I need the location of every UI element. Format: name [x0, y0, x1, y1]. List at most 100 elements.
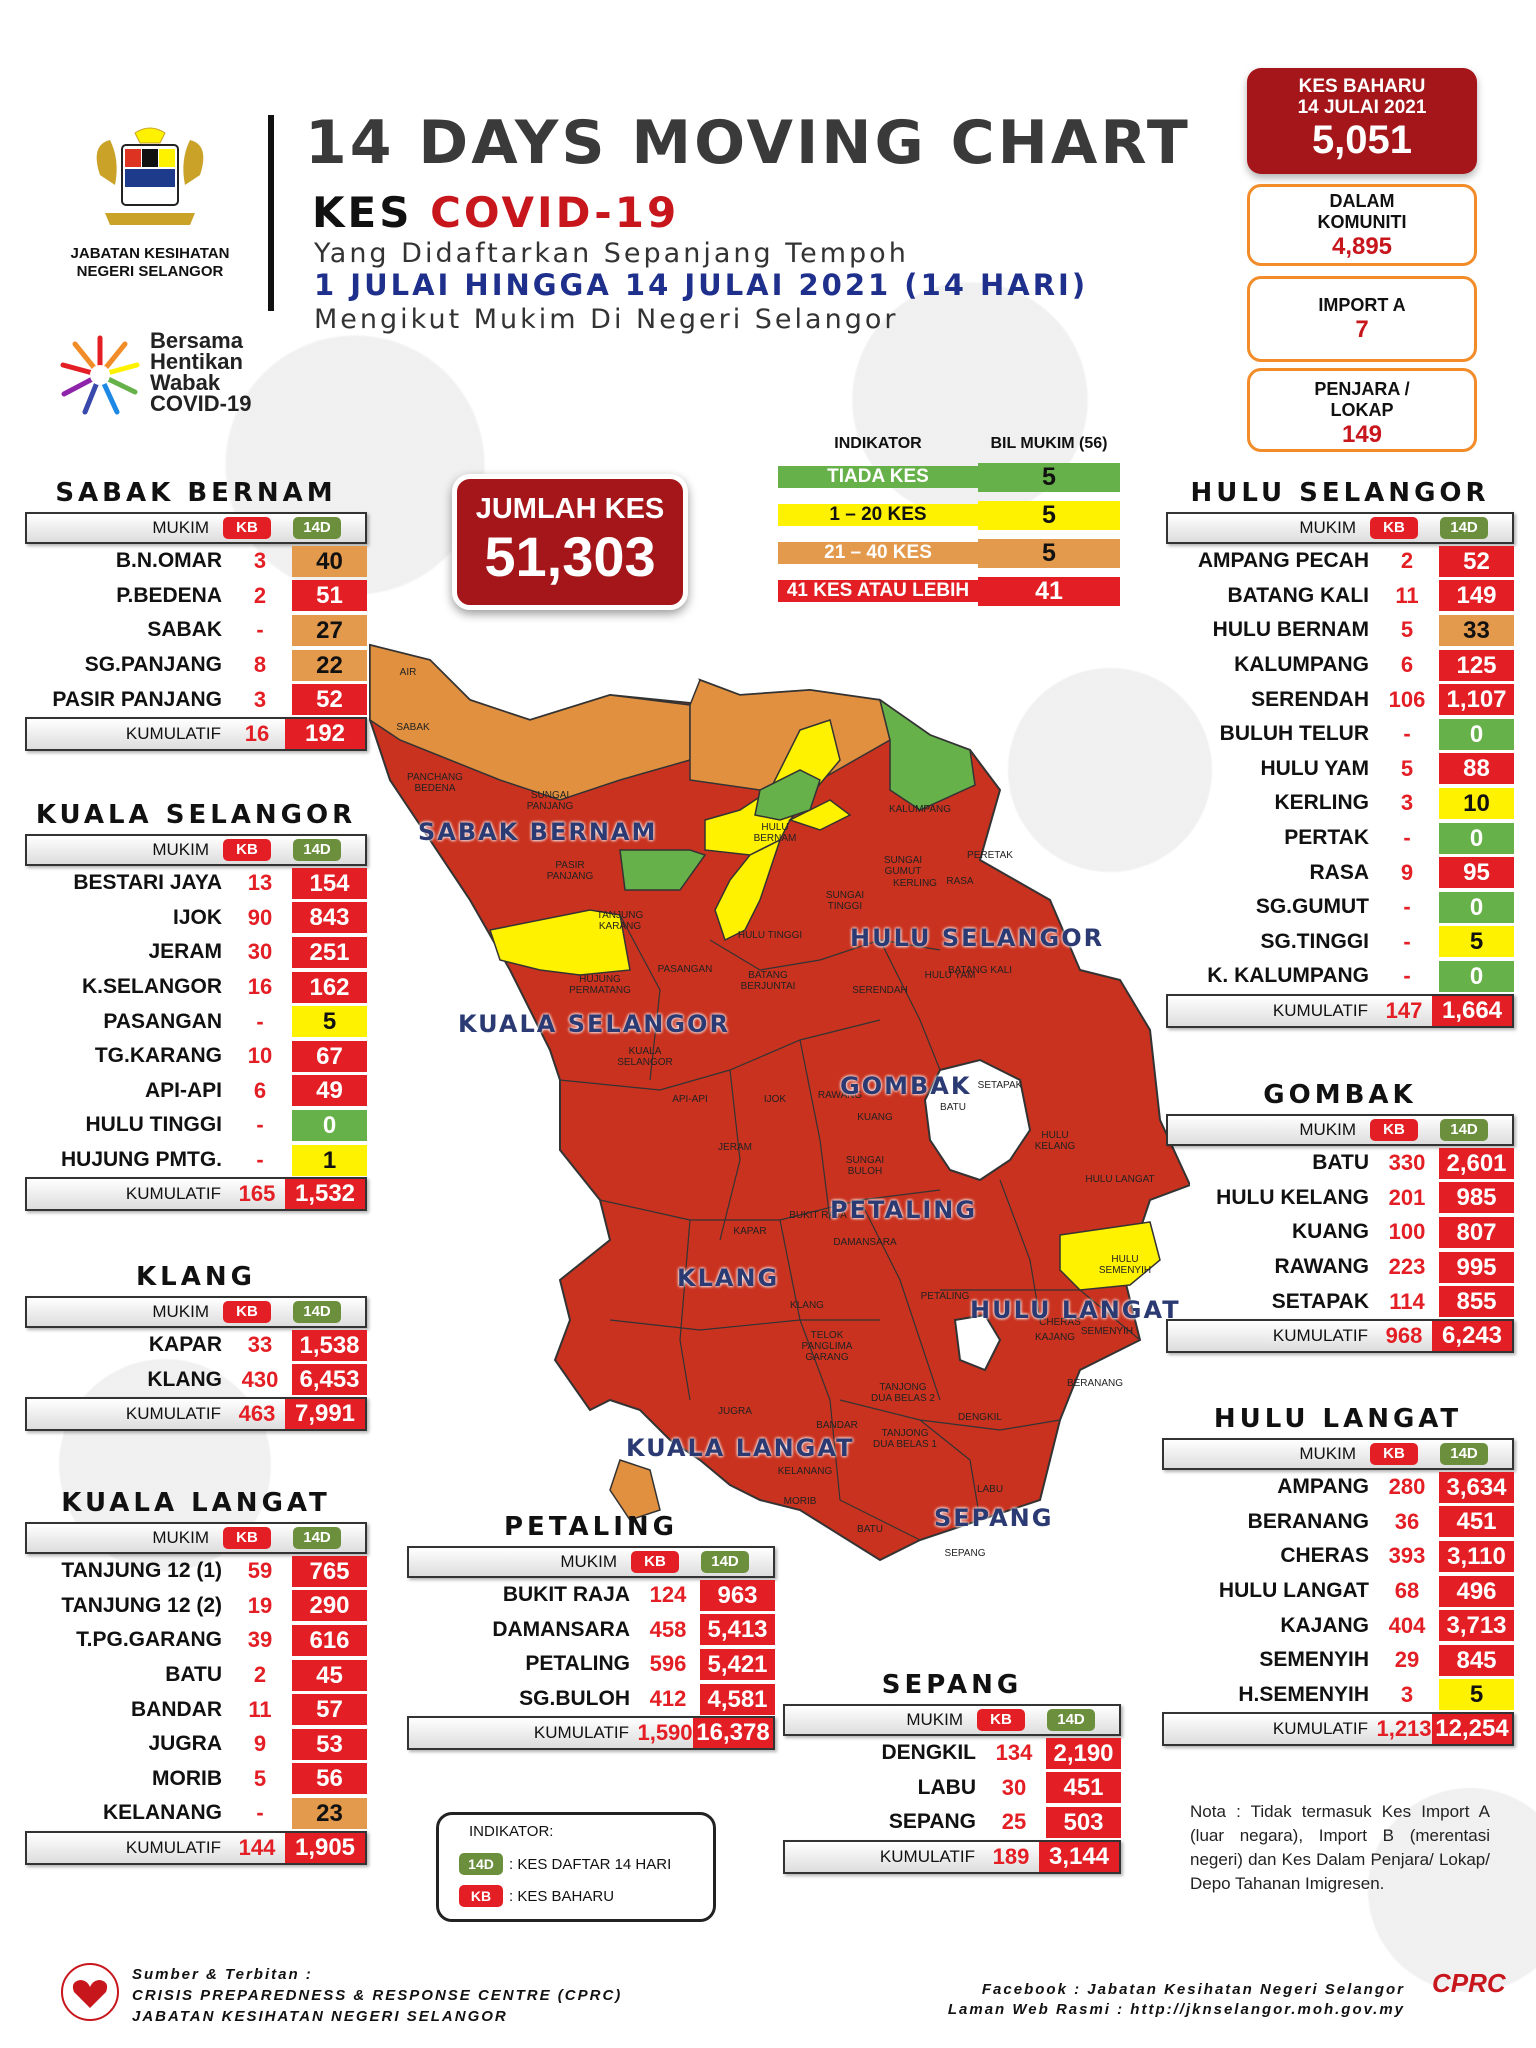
- 14d-header: 14D: [1047, 1709, 1095, 1731]
- map-label-sepang: SEPANG: [934, 1504, 1054, 1532]
- table-row: SG.PANJANG 8 22: [25, 648, 367, 683]
- district-name: GOMBAK: [1263, 1080, 1417, 1110]
- mukim-map-label: HULU TINGGI: [737, 930, 803, 941]
- table-row: HUJUNG PMTG. - 1: [25, 1143, 367, 1178]
- 14d-value: 45: [292, 1659, 367, 1691]
- mukim-name: P.BEDENA: [116, 583, 222, 607]
- mukim-map-label: KUANG: [857, 1112, 893, 1123]
- table-row: PASIR PANJANG 3 52: [25, 682, 367, 717]
- kumulatif-row: KUMULATIF 16 192: [25, 716, 367, 751]
- 14d-value: 40: [292, 545, 367, 577]
- mukim-header: MUKIM: [152, 518, 209, 537]
- kumulatif-label: KUMULATIF: [533, 1723, 629, 1743]
- 14d-value: 22: [292, 649, 367, 681]
- indicator-row: 1 – 20 KES 5: [778, 496, 1120, 534]
- kb-value: 90: [247, 904, 273, 930]
- legend-kb-desc: : KES BAHARU: [509, 1887, 615, 1905]
- mukim-map-label: HULU YAM: [924, 970, 976, 981]
- mukim-name: KELANANG: [103, 1801, 222, 1825]
- mukim-name: H.SEMENYIH: [1238, 1682, 1369, 1706]
- mukim-name: HULU KELANG: [1216, 1185, 1369, 1209]
- virus-decoration: [820, 250, 1120, 550]
- mukim-name: B.N.OMAR: [115, 549, 222, 573]
- kumulatif-kb: 189: [992, 1843, 1030, 1869]
- mukim-name: SG.TINGGI: [1260, 929, 1369, 953]
- kes-baharu-label: KES BAHARU: [1298, 76, 1426, 97]
- org-name: JABATAN KESIHATAN NEGERI SELANGOR: [70, 245, 230, 280]
- legend-title: INDIKATOR:: [469, 1823, 554, 1840]
- table-petaling: PETALING MUKIM KB 14D BUKIT RAJA 124 963 DAMANS…: [407, 1512, 775, 1751]
- district-name: PETALING: [504, 1512, 678, 1542]
- mukim-map-label: KERLING: [893, 878, 937, 889]
- district-name: HULU SELANGOR: [1190, 478, 1490, 508]
- kb-value: 3: [253, 686, 267, 712]
- table-row: KAJANG 404 3,713: [1162, 1608, 1514, 1643]
- indicator-count: 41: [978, 576, 1120, 606]
- table-row: AMPANG PECAH 2 52: [1166, 544, 1514, 579]
- kb-value: 3: [253, 548, 267, 574]
- mukim-map-label: DAMANSARA: [833, 1237, 897, 1248]
- kb-value: 3: [1400, 790, 1414, 816]
- 14d-value: 0: [1439, 960, 1514, 992]
- kb-header: KB: [1370, 517, 1418, 539]
- kumulatif-kb: 968: [1385, 1322, 1423, 1348]
- table-row: RAWANG 223 995: [1166, 1250, 1514, 1285]
- mukim-name: PETALING: [525, 1652, 630, 1676]
- kb-header: KB: [223, 1527, 271, 1549]
- table-row: PASANGAN - 5: [25, 1004, 367, 1039]
- kumulatif-label: KUMULATIF: [125, 1837, 221, 1857]
- kb-value: 5: [1400, 755, 1414, 781]
- indicator-row: 21 – 40 KES 5: [778, 534, 1120, 572]
- column-header: MUKIM KB 14D: [1166, 1114, 1514, 1146]
- indicator-label: TIADA KES: [778, 466, 978, 488]
- kb-value: -: [256, 617, 264, 643]
- table-row: MORIB 5 56: [25, 1762, 367, 1797]
- table-row: K.SELANGOR 16 162: [25, 970, 367, 1005]
- mukim-header: MUKIM: [152, 840, 209, 859]
- mukim-name: HULU BERNAM: [1212, 618, 1369, 642]
- table-row: SG.TINGGI - 5: [1166, 925, 1514, 960]
- mukim-map-label: PASANGAN: [657, 964, 713, 975]
- kb-value: 6: [1400, 652, 1414, 678]
- kb-value: 6: [253, 1077, 267, 1103]
- table-row: SERENDAH 106 1,107: [1166, 682, 1514, 717]
- cprc-logo: CPRC: [1432, 1968, 1506, 2024]
- mukim-map-label: RAWANG: [817, 1090, 863, 1101]
- table-row: SEPANG 25 503: [783, 1805, 1121, 1840]
- mukim-map-label: DENGKIL: [958, 1412, 1002, 1423]
- jumlah-kes-box: JUMLAH KES 51,303: [452, 474, 688, 610]
- mukim-name: SETAPAK: [1271, 1289, 1369, 1313]
- kb-value: -: [1403, 928, 1411, 954]
- 14d-value: 149: [1439, 580, 1514, 612]
- mukim-map-label: HUJUNG PERMATANG: [569, 974, 631, 996]
- subtitle: KES COVID-19: [312, 188, 679, 237]
- table-row: IJOK 90 843: [25, 901, 367, 936]
- table-row: CHERAS 393 3,110: [1162, 1539, 1514, 1574]
- table-row: SG.BULOH 412 4,581: [407, 1682, 775, 1717]
- mukim-name: KALUMPANG: [1234, 653, 1369, 677]
- table-row: T.PG.GARANG 39 616: [25, 1623, 367, 1658]
- 14d-value: 162: [292, 971, 367, 1003]
- 14d-value: 985: [1439, 1182, 1514, 1214]
- table-row: P.BEDENA 2 51: [25, 579, 367, 614]
- map-svg: [369, 643, 1192, 1562]
- kumulatif-14d: 1,532: [285, 1179, 365, 1210]
- mukim-name: SG.PANJANG: [84, 653, 222, 677]
- 14d-value: 1,538: [292, 1329, 367, 1361]
- mukim-map-label: TANJONG DUA BELAS 1: [873, 1428, 937, 1450]
- kb-value: 134: [995, 1740, 1033, 1766]
- column-header: MUKIM KB 14D: [407, 1546, 775, 1578]
- 14d-header: 14D: [293, 1527, 341, 1549]
- mukim-name: K.SELANGOR: [81, 975, 222, 999]
- kumulatif-row: KUMULATIF 463 7,991: [25, 1397, 367, 1432]
- table-kuala-langat: KUALA LANGAT MUKIM KB 14D TANJUNG 12 (1) 59 76…: [25, 1488, 367, 1865]
- table-row: JUGRA 9 53: [25, 1727, 367, 1762]
- 14d-value: 3,634: [1439, 1471, 1514, 1503]
- kb-value: 29: [1394, 1647, 1420, 1673]
- subtitle-covid: COVID-19: [430, 188, 680, 237]
- mukim-map-label: PASIR PANJANG: [546, 860, 594, 882]
- kumulatif-row: KUMULATIF 1,590 16,378: [407, 1716, 775, 1751]
- map-putrajaya-hole: [953, 1313, 1002, 1372]
- map-kerling: [788, 799, 852, 831]
- mukim-map-label: SUNGAI PANJANG: [526, 790, 574, 812]
